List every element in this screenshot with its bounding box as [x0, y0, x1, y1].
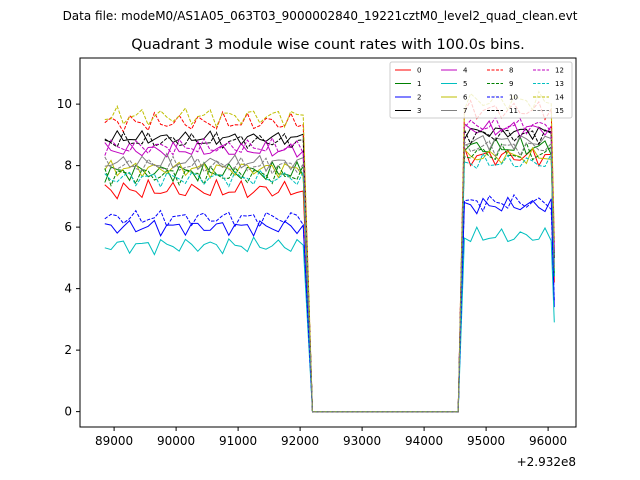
x-tick-label: 94000 — [405, 434, 443, 448]
axes-frame — [79, 57, 577, 428]
x-tick-label: 96000 — [529, 434, 567, 448]
x-tick-label: 91000 — [219, 434, 257, 448]
series-line-13 — [104, 152, 555, 413]
series-line-12 — [104, 116, 555, 413]
x-tick-label: 90000 — [157, 434, 195, 448]
x-tick-label: 93000 — [343, 434, 381, 448]
series-line-15 — [104, 139, 555, 413]
y-tick-label: 6 — [64, 220, 72, 234]
legend-label-0: 0 — [417, 67, 421, 75]
legend-label-1: 1 — [417, 80, 421, 88]
y-tick-label: 4 — [64, 282, 72, 296]
series-line-7 — [104, 134, 555, 413]
chart-title: Quadrant 3 module wise count rates with … — [131, 37, 525, 53]
y-axis-ticks: 0 2 4 6 8 10 — [57, 97, 80, 419]
series-line-1 — [104, 135, 555, 413]
legend-label-15: 15 — [555, 107, 564, 115]
legend-label-6: 6 — [463, 94, 468, 102]
series-line-8 — [104, 99, 555, 413]
legend-label-4: 4 — [463, 67, 468, 75]
series-line-4 — [104, 120, 555, 413]
legend-label-8: 8 — [509, 67, 513, 75]
legend-label-9: 9 — [509, 80, 513, 88]
legend-label-5: 5 — [463, 80, 467, 88]
series-line-11 — [104, 129, 555, 413]
legend-label-11: 11 — [509, 107, 518, 115]
series-line-2 — [104, 196, 555, 413]
x-axis-ticks: 89000 90000 91000 92000 93000 94000 95000 96000 — [95, 427, 567, 448]
legend-label-10: 10 — [509, 94, 518, 102]
series-line-14 — [104, 90, 555, 413]
y-tick-label: 8 — [64, 159, 72, 173]
plot-lines — [104, 90, 555, 413]
y-tick-label: 0 — [64, 405, 72, 419]
legend-label-7: 7 — [463, 107, 467, 115]
legend-box — [389, 61, 573, 119]
figure-suptitle: Data file: modeM0/AS1A05_063T03_90000028… — [63, 9, 578, 23]
legend-label-13: 13 — [555, 80, 564, 88]
series-line-10 — [104, 193, 555, 413]
series-line-9 — [104, 141, 555, 413]
legend-label-3: 3 — [417, 107, 421, 115]
legend-label-12: 12 — [555, 67, 564, 75]
y-tick-label: 10 — [57, 97, 72, 111]
series-line-5 — [104, 225, 555, 413]
legend-label-14: 14 — [555, 94, 564, 102]
series-line-0 — [104, 147, 555, 413]
legend-label-2: 2 — [417, 94, 421, 102]
x-tick-label: 95000 — [467, 434, 505, 448]
y-tick-label: 2 — [64, 343, 72, 357]
x-axis-offset-label: +2.932e8 — [517, 455, 576, 469]
series-line-3 — [104, 126, 555, 413]
x-tick-label: 92000 — [281, 434, 319, 448]
series-line-6 — [104, 146, 555, 413]
x-tick-label: 89000 — [95, 434, 133, 448]
